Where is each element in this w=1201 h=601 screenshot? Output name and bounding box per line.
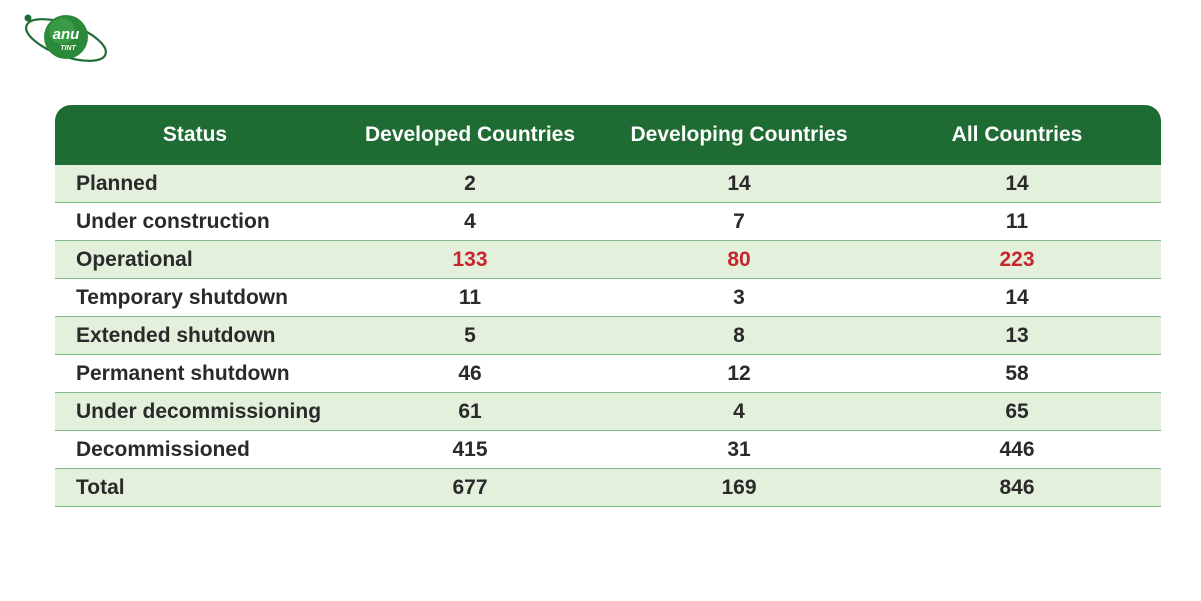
header-all: All Countries (873, 105, 1161, 165)
row-developed: 61 (335, 392, 605, 431)
globe-logo-icon: anu TINT (24, 14, 107, 62)
row-developed: 415 (335, 430, 605, 469)
row-status: Under decommissioning (55, 392, 335, 431)
row-all: 446 (873, 430, 1161, 469)
row-status: Operational (55, 240, 335, 279)
row-all: 14 (873, 278, 1161, 317)
row-status: Under construction (55, 202, 335, 241)
table-row: Under decommissioning 61 4 65 (55, 392, 1161, 431)
row-developed: 46 (335, 354, 605, 393)
header-developing: Developing Countries (605, 105, 873, 165)
table-row: Extended shutdown 5 8 13 (55, 316, 1161, 355)
row-developed: 4 (335, 202, 605, 241)
table-row: Permanent shutdown 46 12 58 (55, 354, 1161, 393)
row-developed: 2 (335, 165, 605, 203)
row-all: 58 (873, 354, 1161, 393)
anutint-logo: anu TINT (18, 10, 110, 66)
row-all: 11 (873, 202, 1161, 241)
row-developing: 4 (605, 392, 873, 431)
row-all: 65 (873, 392, 1161, 431)
row-status: Permanent shutdown (55, 354, 335, 393)
table-row-total: Total 677 169 846 (55, 468, 1161, 507)
row-status: Decommissioned (55, 430, 335, 469)
row-developing: 31 (605, 430, 873, 469)
row-developing: 3 (605, 278, 873, 317)
row-all: 14 (873, 165, 1161, 203)
row-all: 846 (873, 468, 1161, 507)
row-status: Temporary shutdown (55, 278, 335, 317)
row-status: Planned (55, 165, 335, 203)
table-row: Decommissioned 415 31 446 (55, 430, 1161, 469)
table-row: Temporary shutdown 11 3 14 (55, 278, 1161, 317)
row-all: 223 (873, 240, 1161, 279)
row-developing: 169 (605, 468, 873, 507)
header-developed: Developed Countries (335, 105, 605, 165)
row-developed: 11 (335, 278, 605, 317)
row-status: Total (55, 468, 335, 507)
table-body: Planned 2 14 14 Under construction 4 7 1… (55, 165, 1161, 507)
reactor-status-table: Status Developed Countries Developing Co… (55, 105, 1161, 507)
row-developing: 7 (605, 202, 873, 241)
row-developing: 8 (605, 316, 873, 355)
row-developing: 12 (605, 354, 873, 393)
row-status: Extended shutdown (55, 316, 335, 355)
logo-text-main: anu (53, 26, 80, 43)
row-developing: 80 (605, 240, 873, 279)
row-developed: 133 (335, 240, 605, 279)
row-developed: 5 (335, 316, 605, 355)
table-row: Planned 2 14 14 (55, 165, 1161, 203)
row-all: 13 (873, 316, 1161, 355)
table-row: Under construction 4 7 11 (55, 202, 1161, 241)
header-status: Status (55, 105, 335, 165)
table-header: Status Developed Countries Developing Co… (55, 105, 1161, 165)
row-developing: 14 (605, 165, 873, 203)
row-developed: 677 (335, 468, 605, 507)
logo-text-sub: TINT (60, 45, 76, 52)
table-row: Operational 133 80 223 (55, 240, 1161, 279)
